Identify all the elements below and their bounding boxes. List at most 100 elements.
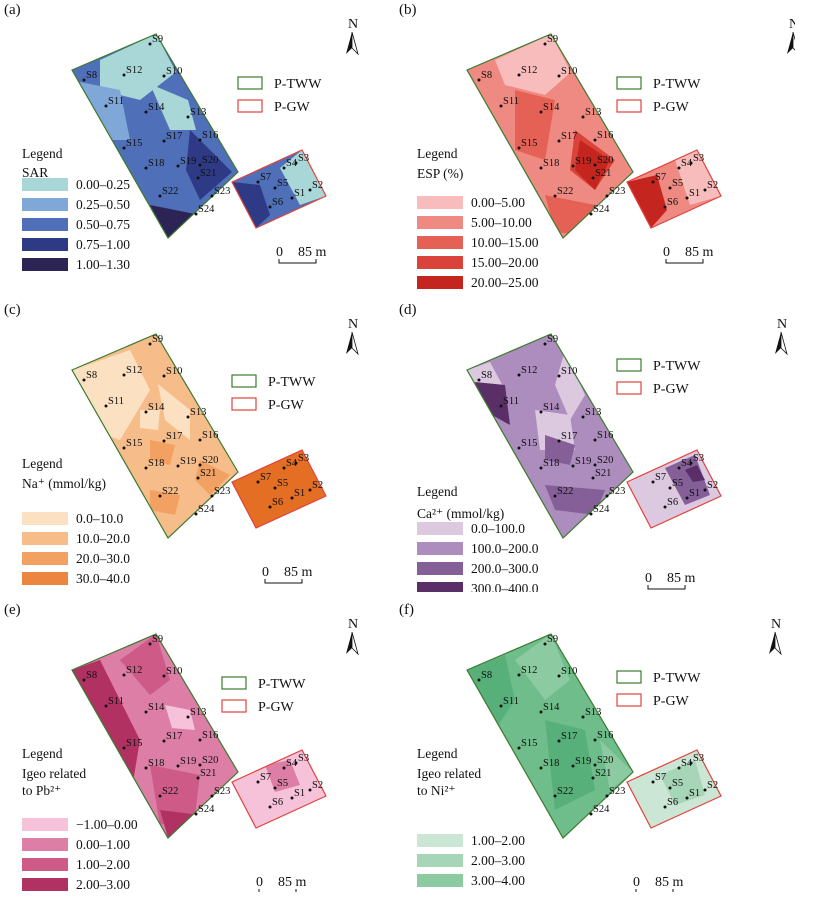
site-point — [517, 73, 521, 77]
site-point — [557, 674, 561, 678]
site-point — [677, 166, 681, 170]
site-point — [82, 78, 86, 82]
value-legend: Legend SAR 0.00–0.25 0.25–0.50 0.50–0.75 0.75… — [22, 146, 130, 272]
site-point — [571, 764, 575, 768]
legend-class-label: 10.00–15.00 — [471, 235, 539, 250]
site-label: S2 — [312, 780, 323, 791]
site-label: S23 — [214, 786, 230, 797]
legend-class-label: 20.0–30.0 — [76, 551, 130, 566]
legend-swatch — [22, 218, 68, 231]
legend-class-label: 200.0–300.0 — [471, 561, 539, 576]
site-label: S11 — [503, 396, 519, 407]
site-point — [539, 110, 543, 114]
p-tww-boundary — [71, 333, 239, 539]
class-zone — [140, 410, 160, 430]
site-label: S14 — [148, 702, 165, 713]
site-label: S4 — [681, 158, 693, 169]
site-label: S9 — [152, 334, 163, 345]
p-gw-boundary — [231, 449, 327, 529]
site-label: S11 — [108, 96, 124, 107]
site-point — [282, 466, 286, 470]
site-point — [210, 494, 214, 498]
p-gw-legend-swatch — [616, 381, 642, 395]
site-label: S20 — [597, 455, 613, 466]
site-label: S9 — [152, 634, 163, 645]
site-label: S17 — [166, 431, 182, 442]
site-label: S23 — [609, 786, 625, 797]
class-zone — [150, 765, 200, 825]
p-gw-legend-label: P-GW — [653, 100, 690, 115]
north-label: N — [348, 317, 358, 332]
p-tww-legend-swatch — [616, 358, 642, 372]
site-point — [557, 139, 561, 143]
value-legend: Legend Na⁺ (mmol/kg) 0.0–10.0 10.0–20.0 20.0… — [22, 456, 130, 592]
site-label: S4 — [286, 458, 298, 469]
legend-swatch — [22, 198, 68, 211]
p-tww-boundary — [466, 633, 634, 839]
site-label: S17 — [166, 731, 182, 742]
legend-swatch — [22, 818, 68, 831]
site-point — [543, 642, 547, 646]
north-arrow-icon: N — [346, 17, 359, 56]
site-point — [517, 446, 521, 450]
legend-class-label: 1.00–2.00 — [76, 857, 130, 872]
legend-class-label: −1.00–0.00 — [76, 817, 138, 832]
site-point — [689, 161, 693, 165]
site-point — [605, 794, 609, 798]
site-point — [294, 761, 298, 765]
site-point — [273, 186, 277, 190]
site-label: S5 — [277, 478, 288, 489]
site-label: S14 — [543, 702, 560, 713]
legend-swatch — [22, 838, 68, 851]
panel-f: (f) S1 S2 S3 S4 S5 S6 S7 S8 S9 S10 S11 S12 S13 S14 S15 S… — [395, 600, 795, 892]
panel-label: (c) — [4, 302, 21, 318]
svg-text:85 m: 85 m — [655, 875, 684, 890]
site-label: S13 — [585, 107, 601, 118]
panel-c: (c) S1 S2 S3 S4 S5 S6 S7 S8 S9 S10 S11 S12 S13 S14 S15 S… — [0, 300, 400, 592]
legend-class-label: 300.0–400.0 — [471, 581, 539, 592]
site-point — [677, 466, 681, 470]
site-point — [477, 378, 481, 382]
legend-class-label: 3.00–4.00 — [471, 873, 525, 888]
legend-title: Legend — [22, 146, 63, 161]
value-legend: Legend ESP (%) 0.00–5.00 5.00–10.00 10.00–15… — [417, 146, 539, 290]
site-label: S18 — [543, 758, 559, 769]
legend-swatch — [417, 216, 463, 229]
site-label: S11 — [503, 96, 519, 107]
site-point — [685, 796, 689, 800]
site-label: S12 — [521, 365, 537, 376]
panel-e: (e) S1 S2 S3 S4 S5 S6 S7 S8 S9 S10 S11 S12 S13 S14 S15 S… — [0, 600, 400, 892]
site-label: S16 — [202, 730, 218, 741]
site-point — [210, 794, 214, 798]
site-point — [256, 180, 260, 184]
p-tww-legend-swatch — [221, 676, 247, 690]
class-zone — [150, 84, 196, 130]
svg-text:0: 0 — [633, 875, 640, 890]
site-point — [539, 166, 543, 170]
legend-swatch — [22, 572, 68, 585]
legend-swatch — [417, 196, 463, 209]
site-point — [477, 678, 481, 682]
site-label: S9 — [547, 334, 558, 345]
site-label: S12 — [521, 665, 537, 676]
site-point — [591, 476, 595, 480]
site-label: S7 — [260, 472, 271, 483]
site-label: S8 — [86, 70, 97, 81]
site-point — [571, 164, 575, 168]
class-zone — [545, 485, 605, 515]
site-label: S2 — [707, 180, 718, 191]
site-label: S6 — [272, 797, 283, 808]
site-point — [651, 480, 655, 484]
site-point — [144, 166, 148, 170]
legend-swatch — [22, 552, 68, 565]
site-label: S16 — [202, 130, 218, 141]
site-label: S7 — [260, 172, 271, 183]
site-label: S6 — [667, 497, 678, 508]
site-point — [158, 194, 162, 198]
site-label: S7 — [655, 772, 666, 783]
site-label: S2 — [312, 180, 323, 191]
site-label: S2 — [312, 480, 323, 491]
site-point — [685, 496, 689, 500]
